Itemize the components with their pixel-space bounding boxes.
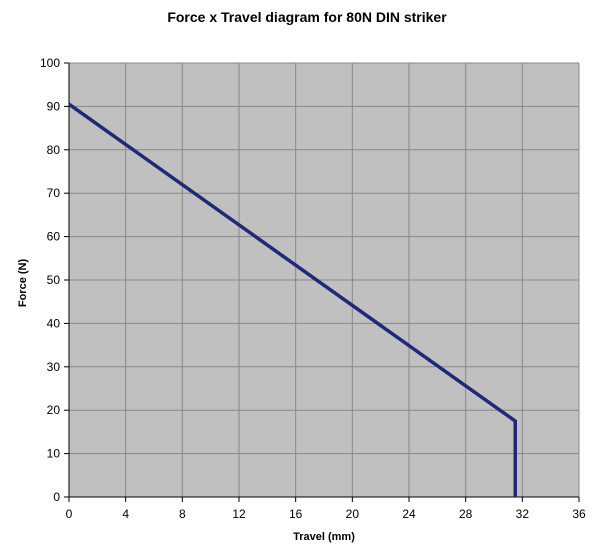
x-axis-label: Travel (mm) — [293, 531, 355, 543]
y-tick-label: 80 — [47, 143, 61, 157]
axes — [64, 62, 580, 502]
y-tick-label: 100 — [40, 56, 60, 70]
y-tick-label: 60 — [47, 230, 61, 244]
y-axis-label: Force (N) — [17, 259, 29, 308]
chart-title: Force x Travel diagram for 80N DIN strik… — [167, 9, 447, 25]
x-tick-label: 36 — [572, 507, 586, 521]
x-tick-label: 8 — [179, 507, 186, 521]
x-tick-label: 24 — [402, 507, 416, 521]
y-tick-label: 90 — [47, 99, 61, 113]
y-tick-label: 70 — [47, 186, 61, 200]
x-tick-label: 0 — [66, 507, 73, 521]
tick-labels: 0 4 8 12 16 20 24 28 32 36 0 10 20 30 40 50 60 70 80 90 100 — [40, 56, 586, 521]
x-tick-label: 12 — [232, 507, 246, 521]
y-tick-label: 20 — [47, 403, 61, 417]
x-tick-label: 16 — [289, 507, 303, 521]
x-tick-label: 28 — [459, 507, 473, 521]
y-tick-label: 10 — [47, 447, 61, 461]
x-tick-label: 4 — [122, 507, 129, 521]
y-tick-label: 50 — [47, 273, 61, 287]
x-tick-label: 32 — [516, 507, 530, 521]
x-tick-label: 20 — [346, 507, 360, 521]
y-tick-label: 0 — [53, 490, 60, 504]
y-tick-label: 30 — [47, 360, 61, 374]
series-layer — [67, 102, 517, 498]
y-tick-label: 40 — [47, 316, 61, 330]
